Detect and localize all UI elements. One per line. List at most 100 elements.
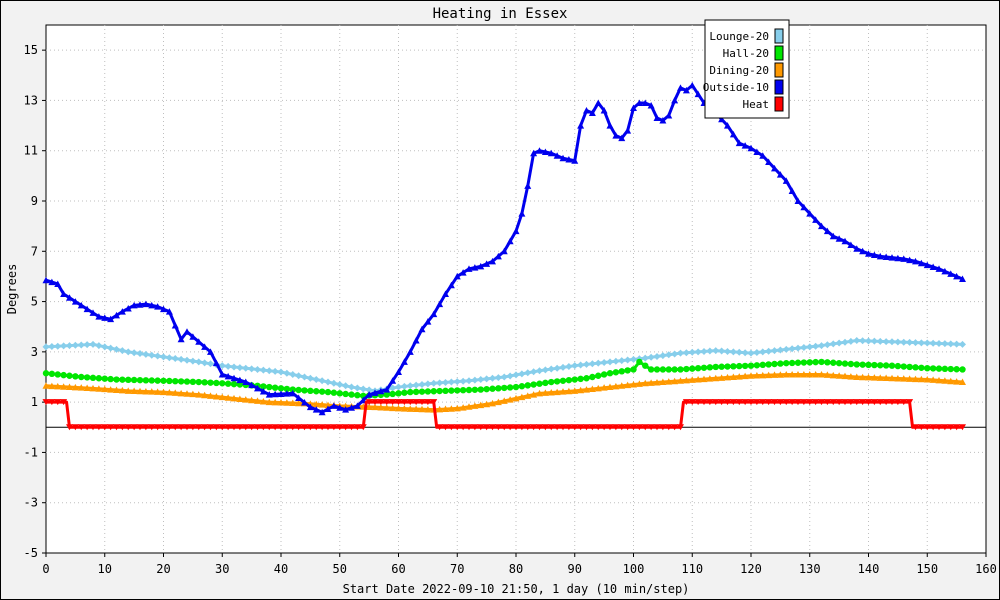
data-point-heat xyxy=(823,399,831,406)
data-point-heat xyxy=(154,424,162,431)
data-point-dining-20 xyxy=(318,401,326,408)
data-point-lounge-20 xyxy=(935,339,943,347)
data-point-outside-10 xyxy=(677,84,684,91)
data-point-heat xyxy=(870,399,878,406)
data-point-hall-20 xyxy=(642,362,649,369)
data-point-hall-20 xyxy=(800,359,808,366)
data-point-outside-10 xyxy=(148,301,156,309)
data-point-heat xyxy=(706,399,714,406)
data-point-lounge-20 xyxy=(271,367,279,375)
data-point-dining-20 xyxy=(230,394,238,402)
data-point-heat xyxy=(254,424,261,431)
data-point-outside-10 xyxy=(788,187,796,194)
data-point-lounge-20 xyxy=(66,342,73,350)
data-point-outside-10 xyxy=(653,114,661,122)
data-point-outside-10 xyxy=(471,264,479,271)
data-point-dining-20 xyxy=(207,392,214,399)
data-point-heat xyxy=(318,424,326,431)
data-point-dining-20 xyxy=(959,378,966,386)
data-point-outside-10 xyxy=(853,245,861,252)
data-point-heat xyxy=(959,424,966,431)
data-point-dining-20 xyxy=(536,389,543,397)
data-point-heat xyxy=(342,424,350,431)
data-point-lounge-20 xyxy=(729,348,737,356)
data-point-dining-20 xyxy=(953,378,961,385)
data-point-outside-10 xyxy=(912,257,919,265)
data-point-hall-20 xyxy=(542,379,549,387)
data-point-hall-20 xyxy=(536,380,543,387)
data-point-hall-20 xyxy=(694,365,702,372)
data-point-outside-10 xyxy=(183,328,191,335)
data-point-dining-20 xyxy=(483,400,491,408)
data-point-outside-10 xyxy=(747,144,755,152)
data-point-hall-20 xyxy=(724,363,731,370)
data-point-dining-20 xyxy=(694,376,702,383)
data-point-lounge-20 xyxy=(489,374,496,382)
data-point-lounge-20 xyxy=(524,369,532,377)
data-point-outside-10 xyxy=(618,134,626,142)
data-point-hall-20 xyxy=(524,382,531,389)
data-point-lounge-20 xyxy=(706,347,714,355)
data-point-hall-20 xyxy=(765,361,772,368)
data-point-dining-20 xyxy=(500,397,508,404)
data-point-hall-20 xyxy=(824,359,831,366)
data-point-lounge-20 xyxy=(782,345,790,353)
data-point-dining-20 xyxy=(113,386,120,393)
data-point-dining-20 xyxy=(459,404,467,411)
data-point-heat xyxy=(741,399,749,406)
data-point-heat xyxy=(700,399,708,406)
data-point-hall-20 xyxy=(953,366,960,373)
data-point-hall-20 xyxy=(501,384,508,392)
data-point-hall-20 xyxy=(207,379,214,386)
data-point-heat xyxy=(888,399,896,406)
data-point-dining-20 xyxy=(782,370,790,378)
data-point-outside-10 xyxy=(400,358,408,365)
chart-title: Heating in Essex xyxy=(433,6,568,22)
data-point-heat xyxy=(900,399,908,406)
data-point-dining-20 xyxy=(130,387,138,395)
data-point-lounge-20 xyxy=(218,362,226,370)
data-point-outside-10 xyxy=(489,257,496,265)
data-point-dining-20 xyxy=(688,376,696,383)
x-axis-label: Start Date 2022-09-10 21:50, 1 day (10 m… xyxy=(343,582,690,596)
data-point-heat xyxy=(365,399,373,406)
data-point-hall-20 xyxy=(95,375,103,382)
data-point-lounge-20 xyxy=(818,342,825,350)
data-point-hall-20 xyxy=(894,362,902,370)
data-point-hall-20 xyxy=(647,366,655,373)
data-point-outside-10 xyxy=(829,232,837,240)
data-point-outside-10 xyxy=(959,275,966,282)
data-point-dining-20 xyxy=(806,370,814,378)
data-point-lounge-20 xyxy=(559,363,567,371)
data-point-heat xyxy=(518,424,526,431)
data-point-outside-10 xyxy=(818,222,825,230)
data-point-lounge-20 xyxy=(312,376,320,384)
data-point-heat xyxy=(171,424,179,431)
data-point-lounge-20 xyxy=(823,341,831,349)
data-point-hall-20 xyxy=(101,375,108,382)
data-point-lounge-20 xyxy=(154,352,162,360)
data-point-heat xyxy=(624,424,632,431)
data-point-heat xyxy=(113,424,120,431)
data-point-lounge-20 xyxy=(788,345,796,353)
data-point-hall-20 xyxy=(454,387,461,394)
data-point-outside-10 xyxy=(870,251,878,259)
data-point-lounge-20 xyxy=(107,344,115,352)
data-point-dining-20 xyxy=(236,395,244,402)
data-point-heat xyxy=(183,424,191,431)
data-point-dining-20 xyxy=(788,370,796,378)
data-point-outside-10 xyxy=(929,263,937,270)
x-tick-label: 10 xyxy=(98,562,112,576)
data-point-dining-20 xyxy=(818,370,825,378)
data-point-outside-10 xyxy=(453,272,461,280)
data-point-hall-20 xyxy=(318,388,326,395)
data-point-hall-20 xyxy=(107,375,114,383)
data-point-dining-20 xyxy=(812,370,820,378)
data-point-dining-20 xyxy=(594,384,602,392)
data-point-outside-10 xyxy=(189,333,197,340)
data-point-dining-20 xyxy=(865,373,872,381)
data-point-lounge-20 xyxy=(536,367,543,375)
data-point-lounge-20 xyxy=(541,366,549,374)
data-point-hall-20 xyxy=(859,361,866,368)
data-point-outside-10 xyxy=(207,348,214,355)
